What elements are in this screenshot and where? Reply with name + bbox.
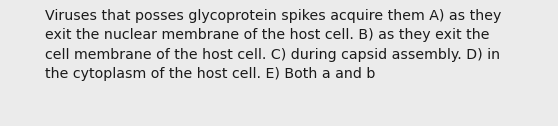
Text: Viruses that posses glycoprotein spikes acquire them A) as they
exit the nuclear: Viruses that posses glycoprotein spikes … bbox=[45, 9, 501, 81]
